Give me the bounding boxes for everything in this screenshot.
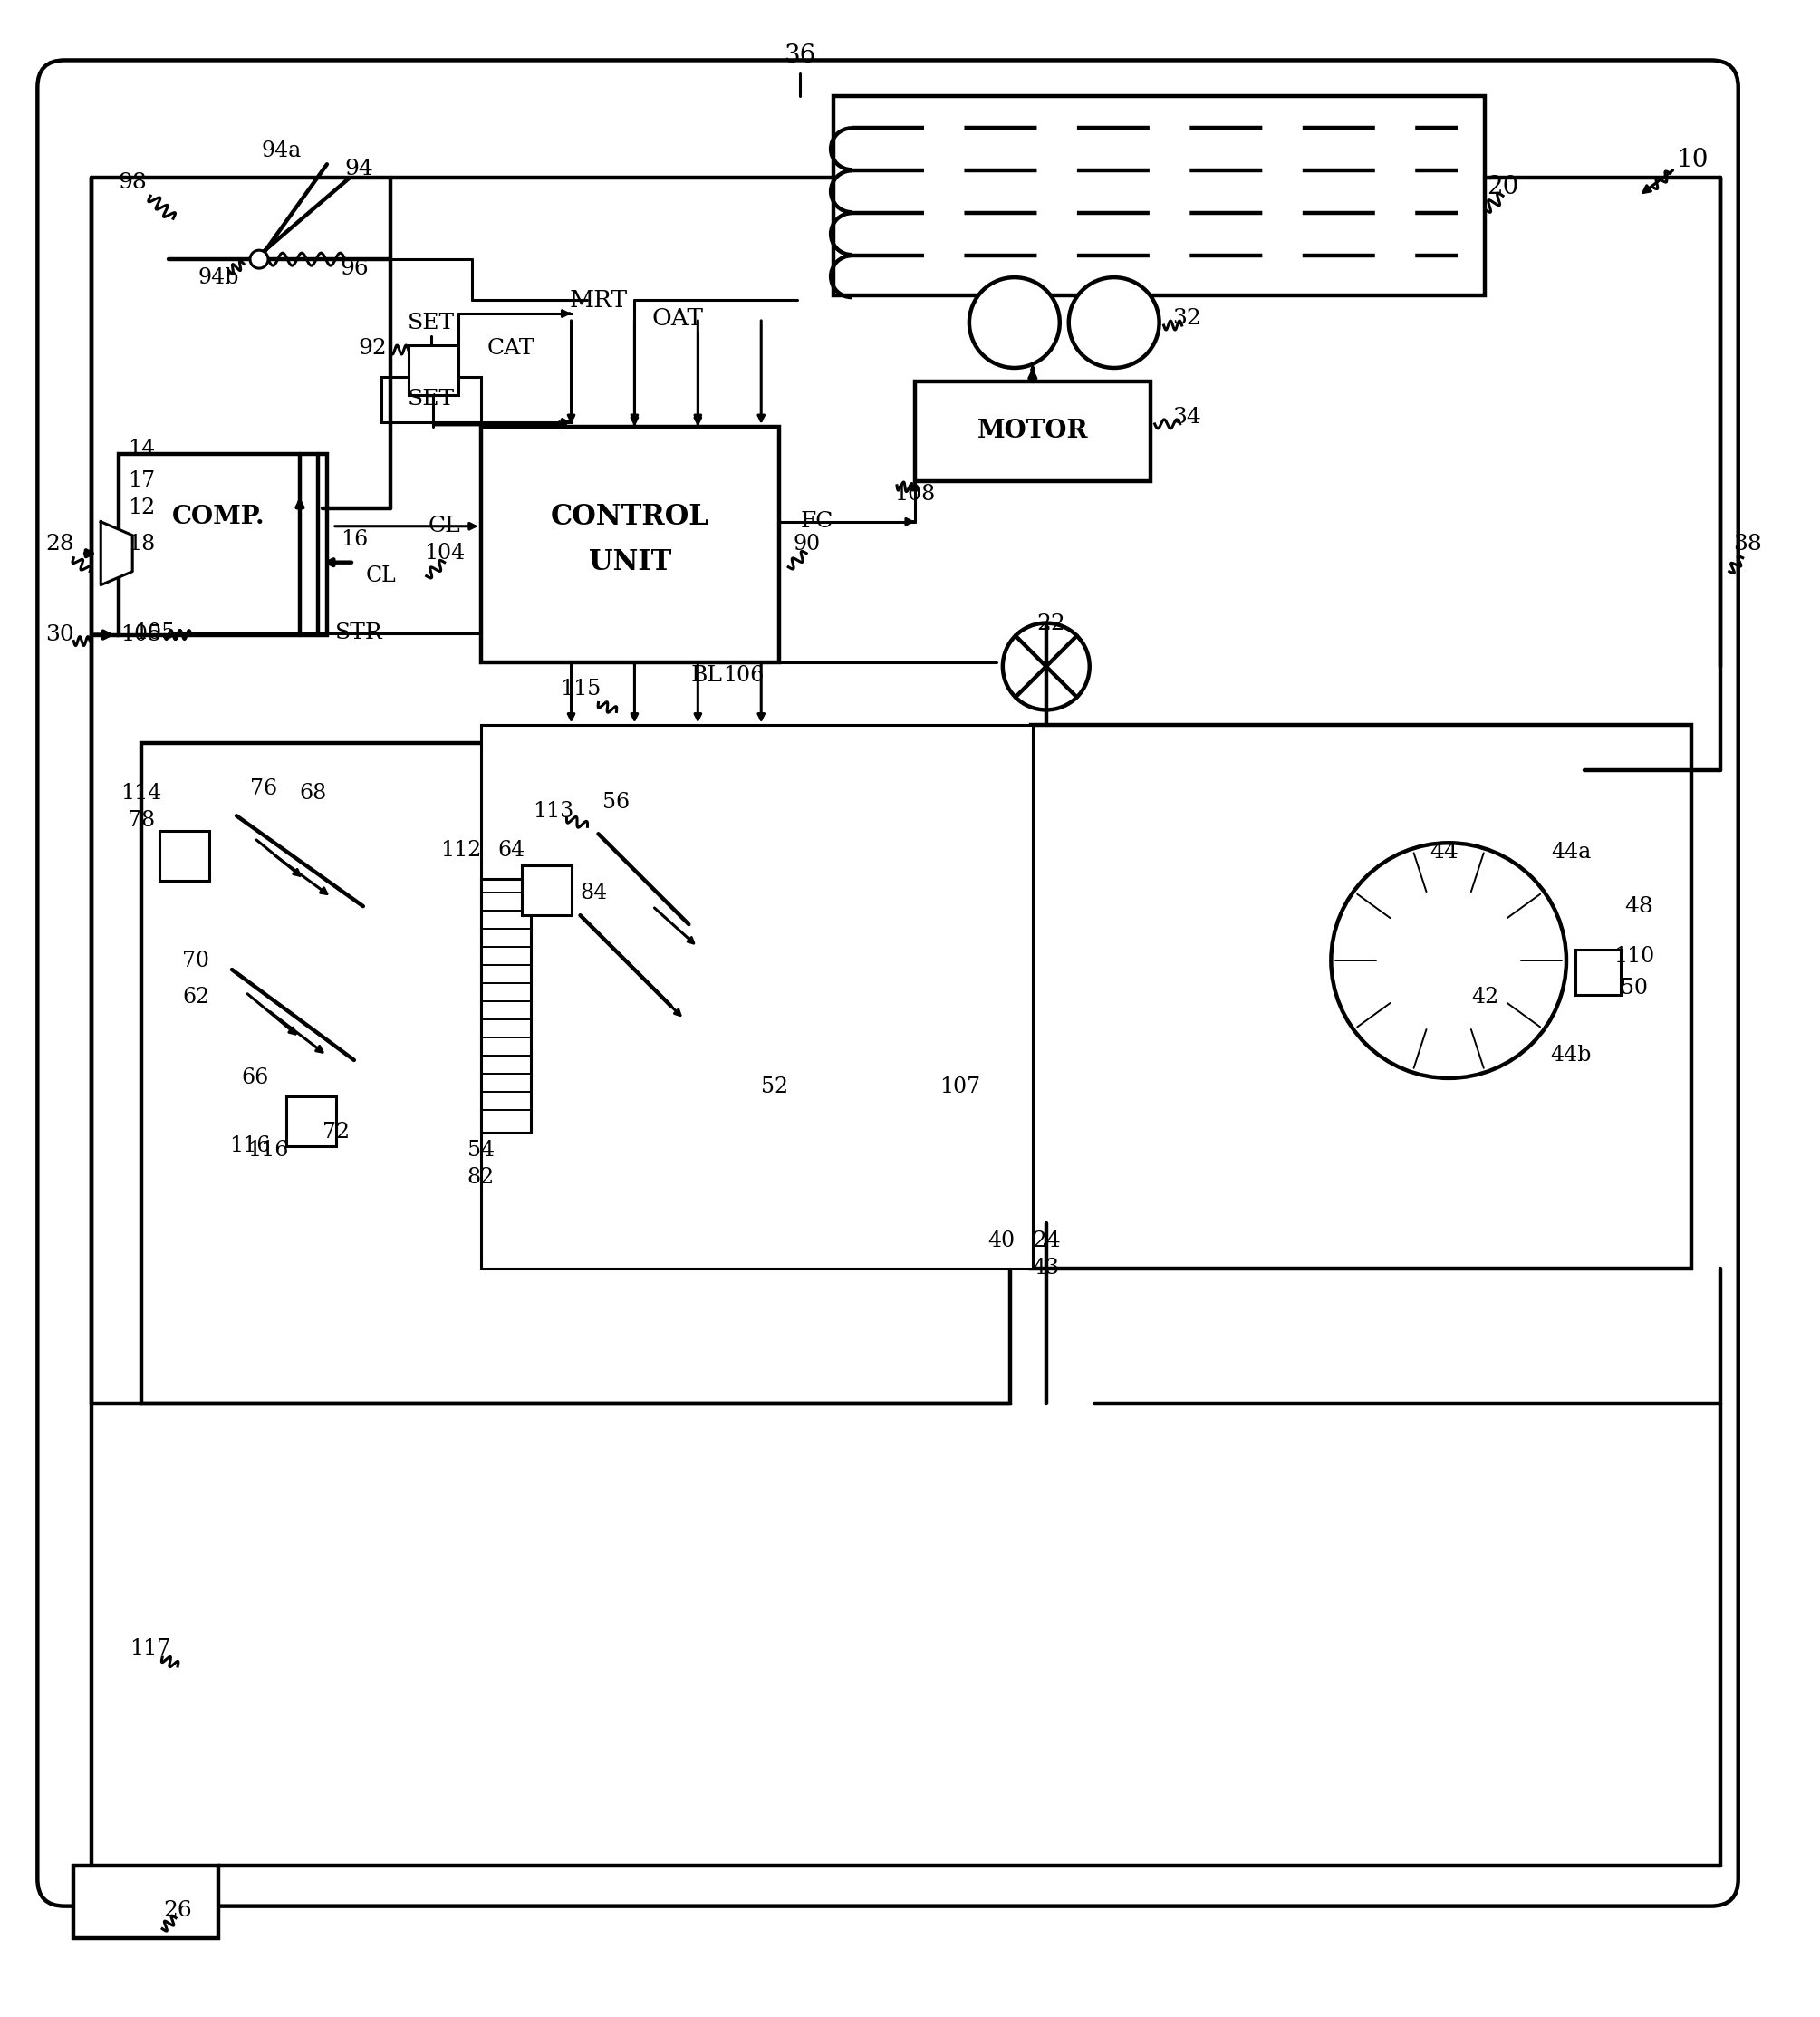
Text: 36: 36 <box>784 44 815 69</box>
Text: BL: BL <box>692 666 723 686</box>
Text: 114: 114 <box>120 783 162 803</box>
Bar <box>522 865 571 916</box>
Text: 28: 28 <box>46 535 75 555</box>
Bar <box>480 726 1032 1269</box>
Text: 110: 110 <box>1614 946 1654 966</box>
Text: 12: 12 <box>127 498 155 518</box>
Circle shape <box>249 250 268 268</box>
Text: 54: 54 <box>468 1140 495 1162</box>
Text: 18: 18 <box>127 535 155 555</box>
Circle shape <box>1068 278 1159 367</box>
Text: 44: 44 <box>1431 841 1458 863</box>
Polygon shape <box>100 522 133 585</box>
Text: 115: 115 <box>561 678 601 700</box>
Text: 42: 42 <box>1471 986 1498 1006</box>
Text: 76: 76 <box>249 779 277 799</box>
Text: FC: FC <box>801 510 834 532</box>
Text: 68: 68 <box>300 783 328 803</box>
Text: 48: 48 <box>1623 896 1653 916</box>
Text: 70: 70 <box>182 950 209 970</box>
Bar <box>834 97 1485 294</box>
Text: 56: 56 <box>602 793 630 813</box>
Text: 34: 34 <box>1172 407 1201 428</box>
Text: CAT: CAT <box>486 337 535 359</box>
Text: 64: 64 <box>499 839 526 861</box>
Text: 112: 112 <box>440 839 480 861</box>
Text: 14: 14 <box>127 440 155 460</box>
Text: 94b: 94b <box>198 266 238 288</box>
Text: 117: 117 <box>129 1638 171 1658</box>
Text: 107: 107 <box>939 1077 981 1097</box>
Bar <box>408 345 459 395</box>
Text: SET: SET <box>408 389 455 409</box>
Text: 94: 94 <box>344 159 373 180</box>
Bar <box>1030 726 1691 1269</box>
Text: UNIT: UNIT <box>588 549 672 577</box>
Text: SET: SET <box>408 313 455 333</box>
Text: 72: 72 <box>322 1121 349 1144</box>
Text: 116: 116 <box>229 1136 271 1156</box>
Text: 105: 105 <box>122 625 162 645</box>
Text: 10: 10 <box>1676 147 1709 171</box>
Text: 50: 50 <box>1620 978 1647 998</box>
Text: 78: 78 <box>127 811 155 831</box>
Text: OAT: OAT <box>652 307 704 329</box>
Text: 22: 22 <box>1036 613 1065 635</box>
Text: 116: 116 <box>248 1140 289 1162</box>
Text: 113: 113 <box>533 801 573 821</box>
Text: 26: 26 <box>164 1900 193 1920</box>
Text: 66: 66 <box>240 1067 268 1089</box>
Circle shape <box>970 278 1059 367</box>
Text: STR: STR <box>335 623 382 643</box>
Text: 16: 16 <box>340 528 368 551</box>
Text: 92: 92 <box>359 337 386 359</box>
Text: 106: 106 <box>723 666 764 686</box>
Text: MRT: MRT <box>570 288 628 311</box>
Text: 20: 20 <box>1487 175 1520 200</box>
Text: MOTOR: MOTOR <box>977 420 1088 444</box>
Text: 38: 38 <box>1733 535 1762 555</box>
Text: 96: 96 <box>340 258 368 278</box>
Text: CL: CL <box>366 565 397 587</box>
Text: 94a: 94a <box>262 141 302 161</box>
Text: 84: 84 <box>581 881 608 904</box>
Text: CONTROL: CONTROL <box>551 502 710 530</box>
Text: 24: 24 <box>1032 1230 1061 1251</box>
Bar <box>480 428 779 662</box>
Text: 30: 30 <box>46 625 75 645</box>
Bar <box>1576 950 1620 994</box>
Bar <box>118 454 328 635</box>
Circle shape <box>1330 843 1567 1079</box>
Bar <box>480 879 530 1132</box>
Bar <box>1030 770 1094 1222</box>
FancyBboxPatch shape <box>38 61 1738 1906</box>
Text: COMP.: COMP. <box>171 504 266 528</box>
Circle shape <box>1003 623 1090 710</box>
Text: 62: 62 <box>182 986 209 1006</box>
Bar <box>73 1866 218 1938</box>
Text: 90: 90 <box>794 535 821 555</box>
Text: 108: 108 <box>894 484 935 504</box>
Bar <box>160 831 209 881</box>
Bar <box>380 377 480 422</box>
Text: 43: 43 <box>1032 1259 1059 1279</box>
Text: 32: 32 <box>1172 309 1201 329</box>
Bar <box>142 744 1010 1404</box>
Text: 17: 17 <box>127 470 155 492</box>
Text: 44a: 44a <box>1551 841 1591 863</box>
Text: 52: 52 <box>761 1077 788 1097</box>
Text: 104: 104 <box>424 543 466 565</box>
Text: 44b: 44b <box>1551 1045 1591 1065</box>
Text: CL: CL <box>428 516 460 537</box>
Text: 105: 105 <box>135 623 175 643</box>
Bar <box>915 381 1150 480</box>
Text: 98: 98 <box>118 171 147 194</box>
Bar <box>286 1097 337 1146</box>
Text: 40: 40 <box>986 1230 1014 1251</box>
Text: 82: 82 <box>468 1168 495 1188</box>
